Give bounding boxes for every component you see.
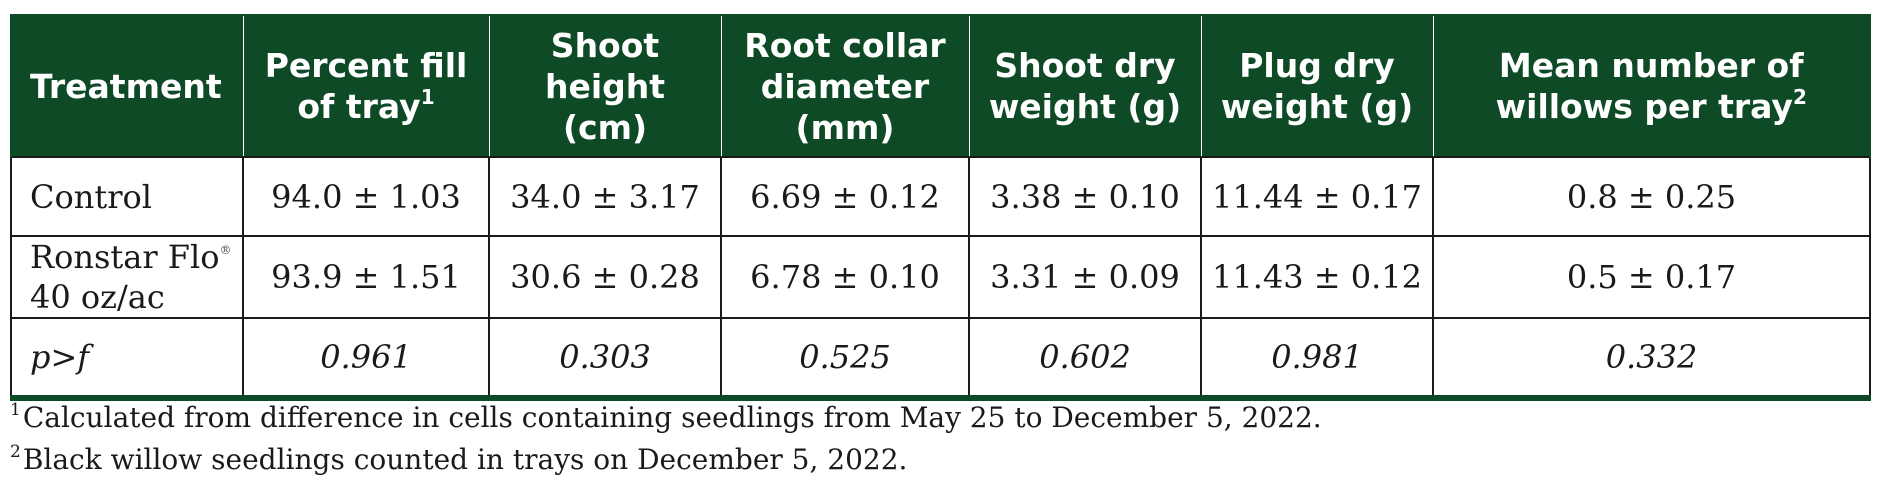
header-treatment: Treatment [10,14,244,158]
cell-percent-fill: 0.961 [242,317,490,401]
cell-root-collar: 6.69 ± 0.12 [720,156,970,237]
results-table: Treatment Percent fill of tray1 Shoot he… [10,14,1871,401]
table-row-control: Control 94.0 ± 1.03 34.0 ± 3.17 6.69 ± 0… [10,156,1871,237]
header-root-collar-line-1: Root collar [744,25,946,65]
footnote-2: 2Black willow seedlings counted in trays… [10,439,1322,481]
cell-shoot-height: 0.303 [488,317,722,401]
cell-shoot-height: 30.6 ± 0.28 [488,235,722,319]
footnote-1-text: Calculated from difference in cells cont… [22,401,1322,434]
header-mean-willows-line-1: Mean number of [1498,46,1804,85]
header-plug-dry-weight: Plug dry weight (g) [1200,14,1434,158]
footnote-1: 1Calculated from difference in cells con… [10,397,1322,439]
header-mean-willows-line-2: willows per tray [1495,87,1793,126]
cell-plug-dry-weight: 11.43 ± 0.12 [1200,235,1434,319]
footnote-2-marker: 2 [10,442,21,462]
header-root-collar-line-3: (mm) [795,107,895,147]
cell-root-collar: 6.78 ± 0.10 [720,235,970,319]
cell-plug-dry-weight: 0.981 [1200,317,1434,401]
row-label-p-value: p>f [10,317,244,401]
header-mean-willows-footnote-ref: 2 [1792,85,1807,109]
header-shoot-dry-weight-line-1: Shoot dry [994,46,1176,85]
header-shoot-height-line-2: height [544,66,666,106]
registered-mark: ® [219,243,232,257]
cell-percent-fill: 94.0 ± 1.03 [242,156,490,237]
cell-shoot-dry-weight: 3.38 ± 0.10 [968,156,1202,237]
cell-mean-willows: 0.8 ± 0.25 [1432,156,1871,237]
cell-shoot-dry-weight: 3.31 ± 0.09 [968,235,1202,319]
row-label-ronstar-line-1: Ronstar Flo [30,238,220,276]
row-label-ronstar: Ronstar Flo® 40 oz/ac [10,235,244,319]
header-percent-fill-line-2: of tray [297,87,421,126]
cell-shoot-dry-weight: 0.602 [968,317,1202,401]
header-shoot-dry-weight-line-2: weight (g) [988,87,1182,126]
row-label-control: Control [10,156,244,237]
header-shoot-dry-weight: Shoot dry weight (g) [968,14,1202,158]
footnotes: 1Calculated from difference in cells con… [10,397,1322,481]
header-shoot-height-line-1: Shoot [550,25,660,65]
header-percent-fill-line-1: Percent fill [264,46,468,85]
row-label-ronstar-line-2: 40 oz/ac [30,278,165,316]
header-row: Treatment Percent fill of tray1 Shoot he… [10,14,1871,158]
cell-plug-dry-weight: 11.44 ± 0.17 [1200,156,1434,237]
footnote-1-marker: 1 [10,400,21,420]
cell-shoot-height: 34.0 ± 3.17 [488,156,722,237]
header-root-collar-diameter: Root collar diameter (mm) [720,14,970,158]
header-percent-fill: Percent fill of tray1 [242,14,490,158]
cell-mean-willows: 0.332 [1432,317,1871,401]
header-shoot-height: Shoot height (cm) [488,14,722,158]
header-root-collar-line-2: diameter [760,66,930,106]
cell-percent-fill: 93.9 ± 1.51 [242,235,490,319]
header-plug-dry-weight-line-2: weight (g) [1220,87,1414,126]
header-percent-fill-footnote-ref: 1 [420,85,435,109]
footnote-2-text: Black willow seedlings counted in trays … [22,443,908,476]
cell-root-collar: 0.525 [720,317,970,401]
header-mean-willows: Mean number of willows per tray2 [1432,14,1871,158]
table-row-ronstar: Ronstar Flo® 40 oz/ac 93.9 ± 1.51 30.6 ±… [10,235,1871,319]
header-treatment-line-1: Treatment [30,66,222,106]
data-table-container: Treatment Percent fill of tray1 Shoot he… [10,14,1871,401]
header-plug-dry-weight-line-1: Plug dry [1239,46,1395,85]
header-shoot-height-line-3: (cm) [562,107,648,147]
cell-mean-willows: 0.5 ± 0.17 [1432,235,1871,319]
table-row-p-value: p>f 0.961 0.303 0.525 0.602 0.981 0.332 [10,317,1871,401]
